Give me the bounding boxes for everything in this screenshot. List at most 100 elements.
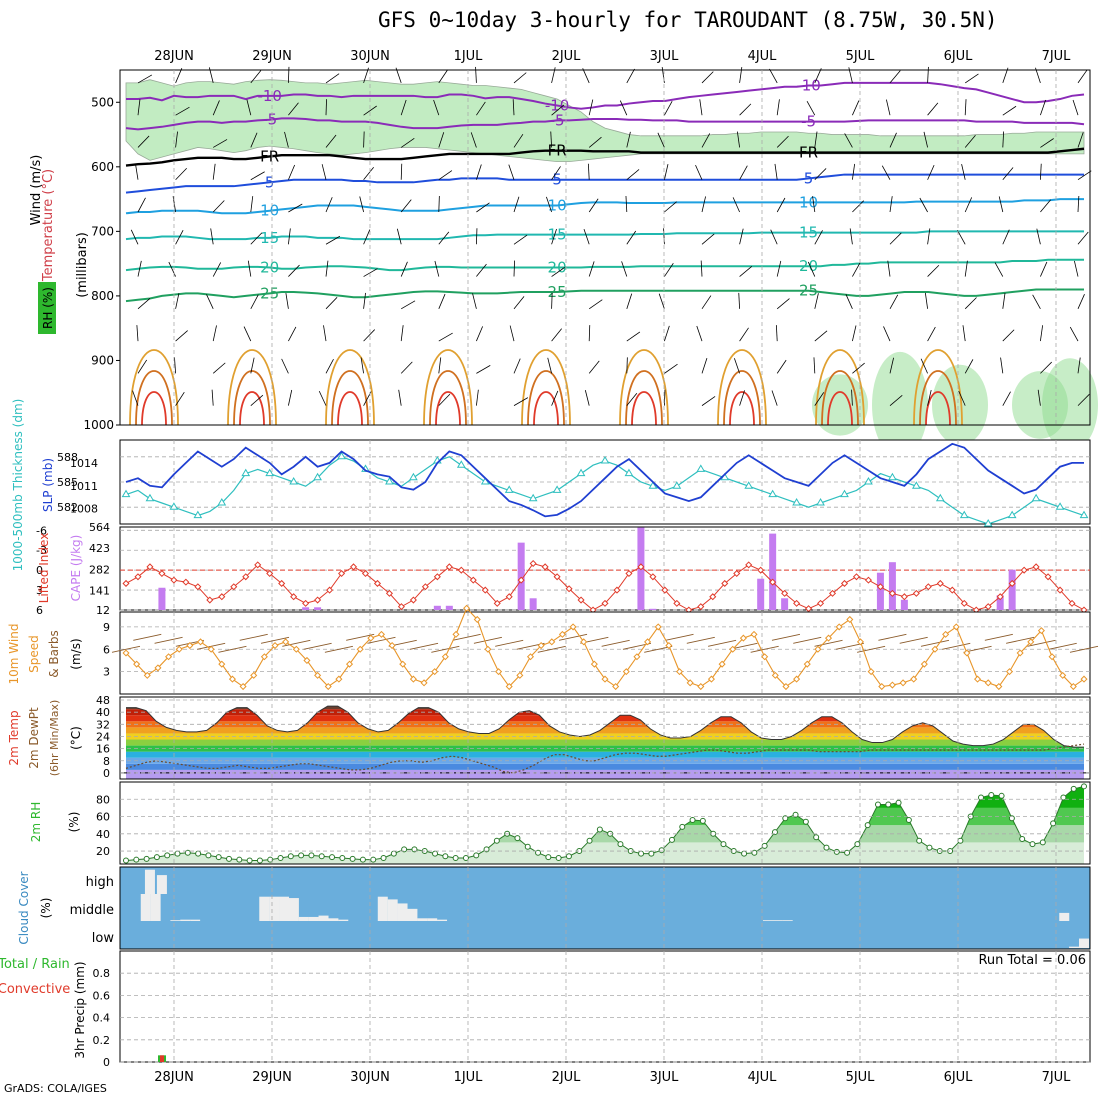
- wind-barb: [776, 260, 782, 277]
- cloud-bar-middle: [417, 918, 428, 921]
- rh-tick-label: 60: [96, 811, 110, 824]
- surface-wind-barb: [346, 633, 375, 641]
- wind-speed-marker: [218, 660, 226, 668]
- rh-marker: [514, 835, 521, 842]
- rh-marker: [596, 826, 603, 833]
- rh-marker: [462, 854, 469, 861]
- rh-marker: [174, 850, 181, 857]
- rh-marker: [318, 853, 325, 860]
- wind-barb: [288, 102, 299, 116]
- date-label-bottom: 28JUN: [154, 1070, 194, 1085]
- wind-barb: [814, 293, 819, 309]
- wind-barb: [852, 200, 864, 213]
- thickness-marker: [313, 472, 322, 481]
- wind-barb: [509, 325, 515, 342]
- date-label-top: 29JUN: [252, 49, 292, 64]
- pressure-tick-label: 500: [91, 95, 114, 109]
- li-marker: [517, 576, 525, 584]
- li-marker: [912, 589, 920, 597]
- temp-color-band: [126, 727, 1084, 734]
- rh-marker: [689, 816, 696, 823]
- cape-tick-label: 141: [89, 585, 110, 598]
- wind-barb: [964, 73, 979, 84]
- wind-barb: [174, 357, 176, 374]
- wind-speed-marker: [612, 683, 620, 691]
- wind-barb: [1002, 229, 1010, 245]
- wind-barb: [1040, 325, 1044, 342]
- temp-color-band: [126, 763, 1084, 770]
- wind-barb: [433, 99, 440, 116]
- li-marker: [565, 585, 573, 593]
- temperature-contour: [125, 288, 1084, 303]
- wind-barb: [889, 70, 901, 84]
- rh-marker: [844, 849, 851, 856]
- wind-barb: [137, 260, 142, 277]
- upper-panel-frame: [119, 69, 1091, 426]
- li-marker: [709, 593, 717, 601]
- rh-marker: [133, 856, 140, 863]
- wind-barb: [1077, 294, 1085, 309]
- wind-barb: [776, 135, 789, 148]
- wind-barb: [739, 228, 744, 245]
- temp-tick-label: 48: [96, 694, 110, 707]
- li-marker: [864, 576, 872, 584]
- cape-axis-label: CAPE (J/kg): [69, 535, 83, 602]
- wind-barb: [476, 365, 491, 374]
- contour-label: 15: [260, 229, 279, 247]
- li-marker: [577, 596, 585, 604]
- rh-marker: [359, 856, 366, 863]
- cloud-bar-middle: [407, 908, 418, 921]
- contour-label: 15: [799, 224, 818, 242]
- surface-wind-barb: [133, 633, 162, 641]
- wind-speed-marker: [314, 671, 322, 679]
- date-label-top: 2JUL: [552, 49, 582, 64]
- cape-bar: [517, 542, 525, 610]
- li-marker: [230, 583, 238, 591]
- wind-barb: [400, 199, 412, 213]
- wind-barb: [699, 99, 703, 116]
- li-marker: [1032, 563, 1040, 571]
- wind-barb: [588, 261, 595, 277]
- date-label-top: 30JUN: [350, 49, 390, 64]
- surface-wind-barb: [1069, 645, 1099, 653]
- dewpoint-line: [125, 743, 1085, 774]
- li-marker: [601, 599, 609, 607]
- thickness-marker: [816, 498, 825, 506]
- wind-barb: [438, 231, 450, 245]
- li-marker: [613, 586, 621, 594]
- wind-speed-marker: [335, 675, 343, 683]
- rh-marker: [184, 849, 191, 856]
- wind-barb: [551, 267, 565, 277]
- precip-tick-label: 0.8: [93, 967, 111, 980]
- temp-panel-frame: [119, 696, 1091, 780]
- temp-tick-label: 16: [96, 743, 110, 756]
- rh-marker: [648, 850, 655, 857]
- li-marker: [218, 593, 226, 601]
- contour-label: 25: [548, 283, 567, 301]
- li-marker: [685, 606, 693, 614]
- wind-barb: [250, 196, 254, 213]
- wind-barb: [438, 170, 453, 181]
- contour-label: 10: [260, 202, 279, 220]
- wind-barb: [924, 292, 928, 309]
- contour-label: 25: [260, 284, 279, 302]
- total-rain-label: Total / Rain: [0, 957, 70, 972]
- wind-barb: [438, 293, 446, 309]
- wind-barb: [1002, 131, 1005, 148]
- wind-speed-marker: [1069, 683, 1077, 691]
- wind-barb: [325, 359, 334, 374]
- thickness-tick-label: 582: [57, 501, 78, 514]
- rh-marker: [782, 815, 789, 822]
- wind-barb: [288, 203, 303, 213]
- wind-speed-marker: [665, 642, 673, 650]
- wind-barb: [1077, 170, 1092, 181]
- wind-barb: [814, 168, 827, 181]
- wind-barb: [546, 196, 552, 213]
- wind-speed-marker: [122, 649, 130, 657]
- cloud-middle-label: middle: [70, 903, 114, 918]
- wind-barb: [812, 196, 816, 213]
- cloud-bar-high: [144, 869, 155, 894]
- li-tick-label: -6: [36, 524, 47, 537]
- wind-speed-marker: [377, 630, 386, 638]
- li-marker: [589, 606, 597, 614]
